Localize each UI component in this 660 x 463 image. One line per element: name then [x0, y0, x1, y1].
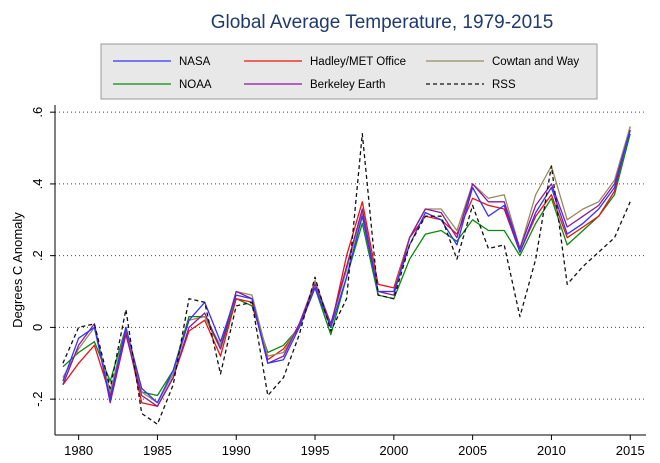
x-tick-label: 1980: [64, 443, 93, 458]
legend-label: Hadley/MET Office: [310, 56, 406, 68]
y-tick-label: -.2: [30, 392, 45, 407]
legend-label: NOAA: [179, 79, 212, 91]
series-line-nasa: [62, 129, 631, 404]
series-lines: [62, 126, 631, 425]
legend-box: [100, 43, 598, 100]
axes: -.2 0 .2 .4 .6 1980 1985 1990 1995 2000 2005 2010 20…: [30, 105, 646, 458]
x-tick-label: 1985: [143, 443, 172, 458]
x-tick-label: 1995: [301, 443, 330, 458]
x-tick-label: 1990: [222, 443, 251, 458]
legend-label: RSS: [492, 79, 516, 91]
series-line-rss: [62, 133, 631, 425]
legend-label: NASA: [179, 56, 211, 68]
x-tick-label: 2010: [537, 443, 566, 458]
x-tick-label: 2015: [616, 443, 645, 458]
y-tick-label: .6: [30, 107, 45, 118]
y-tick-label: .2: [30, 250, 45, 261]
x-tick-label: 2000: [379, 443, 408, 458]
legend-label: Cowtan and Way: [492, 56, 579, 68]
y-axis-title: Degrees C Anomaly: [10, 212, 25, 328]
y-tick-label: .4: [30, 178, 45, 189]
gridlines: [55, 111, 646, 400]
y-tick-label: 0: [30, 324, 45, 331]
series-line-berkeley-earth: [62, 129, 631, 407]
x-tick-label: 2005: [458, 443, 487, 458]
legend: NASA Hadley/MET Office Cowtan and Way NOAA B…: [100, 43, 598, 100]
chart-title: Global Average Temperature, 1979-2015: [211, 12, 554, 33]
legend-label: Berkeley Earth: [310, 79, 385, 91]
